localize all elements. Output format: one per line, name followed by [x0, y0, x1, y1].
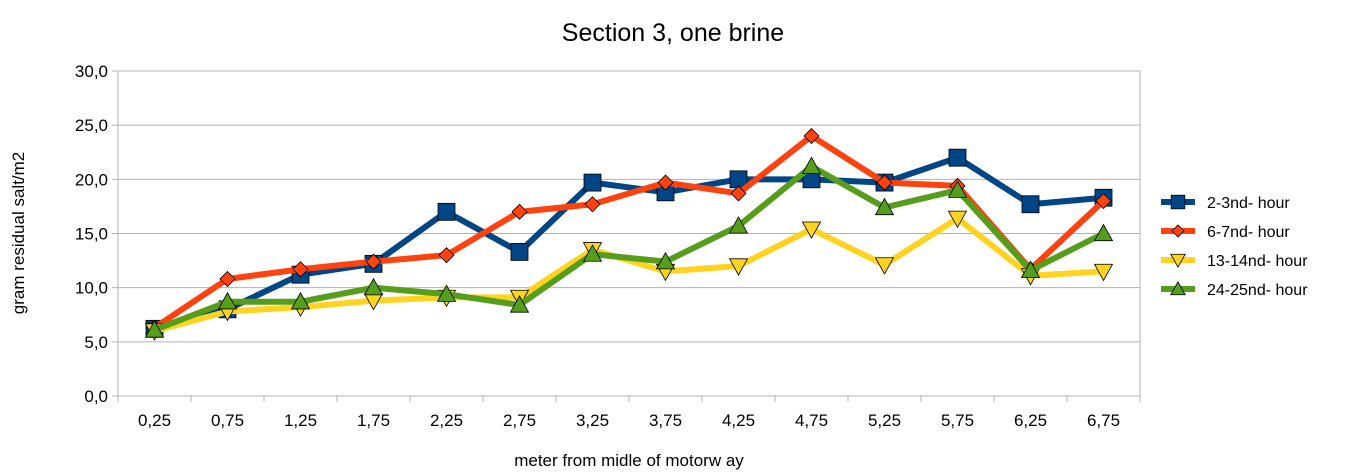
x-tick-label: 5,75 [941, 411, 974, 430]
series-24-25nd-hour [144, 156, 1114, 338]
data-point [874, 197, 895, 216]
y-tick-label: 0,0 [84, 387, 108, 406]
data-point [655, 251, 676, 270]
legend-item: 24-25nd- hour [1161, 280, 1308, 299]
data-point [510, 243, 529, 261]
series-13-14nd-hour [144, 210, 1114, 341]
data-point [876, 174, 893, 191]
y-tick-label: 15,0 [75, 225, 108, 244]
data-point [947, 180, 968, 198]
data-point [582, 244, 603, 262]
legend-marker [1171, 224, 1185, 238]
data-point [290, 291, 311, 310]
y-axis-label: gram residual salt/m2 [9, 152, 28, 315]
x-tick-label: 1,25 [284, 411, 317, 430]
series-line [153, 154, 1104, 332]
x-tick-label: 1,75 [357, 411, 390, 430]
x-tick-label: 6,75 [1087, 411, 1120, 430]
series-line [152, 133, 1106, 331]
data-point [217, 291, 238, 310]
x-tick-label: 4,75 [795, 411, 828, 430]
y-tick-label: 10,0 [75, 279, 108, 298]
data-point [803, 127, 820, 145]
data-point [801, 221, 822, 239]
data-point [583, 173, 602, 192]
series-line [153, 163, 1105, 333]
data-point [728, 258, 749, 276]
x-axis-label: meter from midle of motorw ay [514, 451, 744, 470]
data-point [1093, 263, 1114, 282]
x-tick-label: 0,25 [138, 411, 171, 430]
legend-label: 6-7nd- hour [1207, 224, 1290, 241]
x-tick-label: 5,25 [868, 411, 901, 430]
data-point [584, 196, 601, 213]
legend-label: 2-3nd- hour [1207, 195, 1290, 212]
plot-area [117, 70, 1141, 397]
y-tick-label: 25,0 [75, 116, 108, 135]
legend-label: 13-14nd- hour [1207, 253, 1308, 270]
legend-marker [1170, 253, 1186, 269]
data-point [436, 284, 457, 302]
x-tick-label: 2,25 [430, 411, 463, 430]
data-point [1020, 260, 1041, 278]
x-tick-label: 0,75 [211, 411, 244, 430]
y-tick-label: 5,0 [84, 333, 108, 352]
gridlines [112, 70, 1141, 402]
data-point [657, 174, 674, 191]
data-point [511, 203, 528, 220]
series-group [144, 127, 1114, 341]
data-point [948, 148, 967, 167]
legend-item: 2-3nd- hour [1161, 194, 1290, 212]
y-tick-label: 20,0 [75, 170, 108, 189]
data-point [947, 210, 968, 229]
data-point [801, 156, 822, 174]
data-point [363, 277, 384, 296]
legend-marker [1170, 280, 1186, 296]
data-point [509, 295, 530, 313]
x-tick-label: 4,25 [722, 411, 755, 430]
x-axis-ticks: 0,25 0,75 1,25 1,75 2,25 2,75 3,25 3,75 4,25 4,75… [138, 411, 1120, 430]
x-tick-label: 3,75 [649, 411, 682, 430]
x-tick-label: 3,25 [576, 411, 609, 430]
data-point [874, 257, 895, 275]
data-point [1021, 195, 1040, 214]
data-point [365, 253, 382, 270]
legend-item: 13-14nd- hour [1161, 253, 1308, 270]
data-point [144, 320, 165, 338]
data-point [1093, 223, 1114, 242]
data-point [728, 216, 749, 234]
legend-marker [1170, 194, 1186, 210]
data-point [438, 247, 455, 264]
data-point [219, 270, 236, 288]
y-axis-ticks: 0,0 5,0 10,0 15,0 20,0 25,0 30,0 [75, 62, 108, 406]
legend-label: 24-25nd- hour [1207, 282, 1308, 299]
legend-item: 6-7nd- hour [1161, 224, 1290, 241]
data-point [1095, 192, 1112, 210]
data-point [437, 202, 456, 221]
x-tick-label: 6,25 [1014, 411, 1047, 430]
chart-title: Section 3, one brine [562, 19, 784, 47]
data-point [730, 185, 747, 202]
legend: 2-3nd- hour 6-7nd- hour 13-14nd- hour 24-25… [1161, 194, 1308, 299]
data-point [292, 261, 309, 278]
x-tick-label: 2,75 [503, 411, 536, 430]
y-tick-label: 30,0 [75, 62, 108, 81]
